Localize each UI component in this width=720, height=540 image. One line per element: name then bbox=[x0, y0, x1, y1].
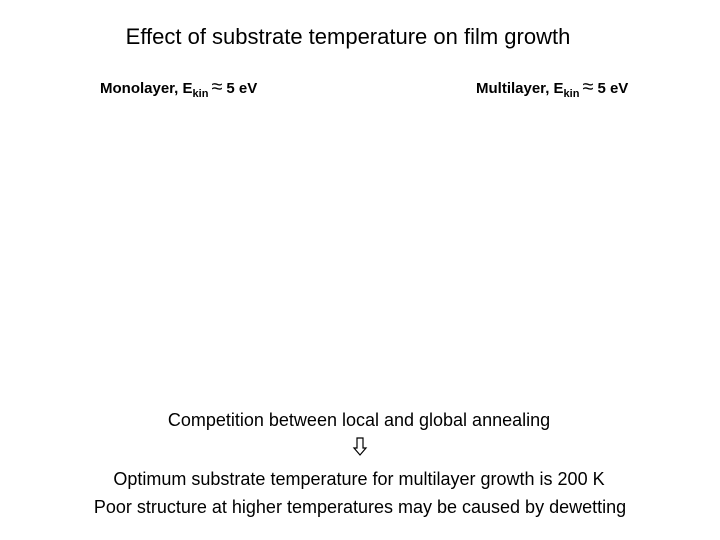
approx: ≈ bbox=[582, 76, 594, 98]
conclusion-line: Optimum substrate temperature for multil… bbox=[113, 469, 605, 489]
conclusion-line: Poor structure at higher temperatures ma… bbox=[93, 497, 627, 517]
subscript: kin bbox=[563, 88, 580, 100]
subscript: kin bbox=[192, 88, 209, 100]
down-arrow bbox=[352, 437, 368, 456]
panel-label: Monolayer, Ekin ≈5 eV bbox=[100, 76, 257, 100]
label: Monolayer, E bbox=[100, 80, 193, 97]
approx: ≈ bbox=[211, 76, 223, 98]
premise: Competition between local and global ann… bbox=[167, 410, 551, 430]
arrow-shape bbox=[352, 437, 368, 456]
panel-label: Multilayer, Ekin ≈5 eV bbox=[476, 76, 628, 100]
value: 5 eV bbox=[597, 80, 629, 97]
value: 5 eV bbox=[226, 80, 258, 97]
label: Multilayer, E bbox=[476, 80, 564, 97]
title: Effect of substrate temperature on film … bbox=[125, 24, 571, 49]
